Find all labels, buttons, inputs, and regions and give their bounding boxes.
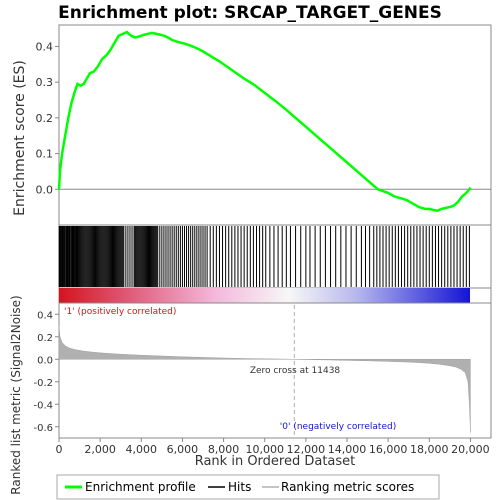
metric-x-axis-label: Rank in Ordered Dataset: [195, 454, 356, 469]
hits-panel: [59, 225, 491, 303]
metric-y-tick-label: 0.0: [37, 355, 53, 366]
chart-title: Enrichment plot: SRCAP_TARGET_GENES: [58, 3, 442, 23]
es-y-tick-label: 0.4: [36, 40, 54, 53]
legend: Enrichment profile Hits Ranking metric s…: [57, 475, 439, 499]
metric-x-tick-label: 16,000: [369, 443, 408, 456]
metric-y-axis-label: Ranked list metric (Signal2Noise): [9, 295, 23, 494]
metric-y-tick-label: -0.4: [33, 400, 53, 411]
metric-y-tick-label: 0.2: [37, 333, 53, 344]
metric-y-tick-label: -0.2: [33, 378, 53, 389]
metric-x-tick-label: 2,000: [84, 443, 116, 456]
legend-hits-label: Hits: [228, 480, 251, 494]
es-y-tick-label: 0.3: [36, 76, 54, 89]
metric-x-tick-label: 4,000: [126, 443, 158, 456]
negative-label: '0' (negatively correlated): [280, 422, 396, 432]
es-plot-frame: [59, 25, 491, 225]
metric-y-tick-label: -0.6: [33, 423, 53, 434]
legend-profile-label: Enrichment profile: [85, 480, 196, 494]
metric-x-tick-label: 0: [56, 443, 63, 456]
ranking-color-strip: [59, 288, 470, 303]
es-y-tick-label: 0.0: [36, 183, 54, 196]
legend-metric-label: Ranking metric scores: [281, 480, 414, 494]
es-y-tick-label: 0.2: [36, 112, 54, 125]
metric-x-tick-label: 18,000: [410, 443, 449, 456]
es-y-axis-label: Enrichment score (ES): [12, 60, 28, 216]
metric-y-tick-label: 0.4: [37, 310, 53, 321]
positive-label: '1' (positively correlated): [64, 307, 176, 317]
es-panel: 0.0 0.1 0.2 0.3 0.4 Enrichment score (ES): [12, 25, 491, 225]
es-y-tick-label: 0.1: [36, 148, 54, 161]
zero-cross-label: Zero cross at 11438: [250, 366, 341, 376]
metric-x-tick-label: 6,000: [167, 443, 199, 456]
metric-x-tick-label: 20,000: [451, 443, 490, 456]
